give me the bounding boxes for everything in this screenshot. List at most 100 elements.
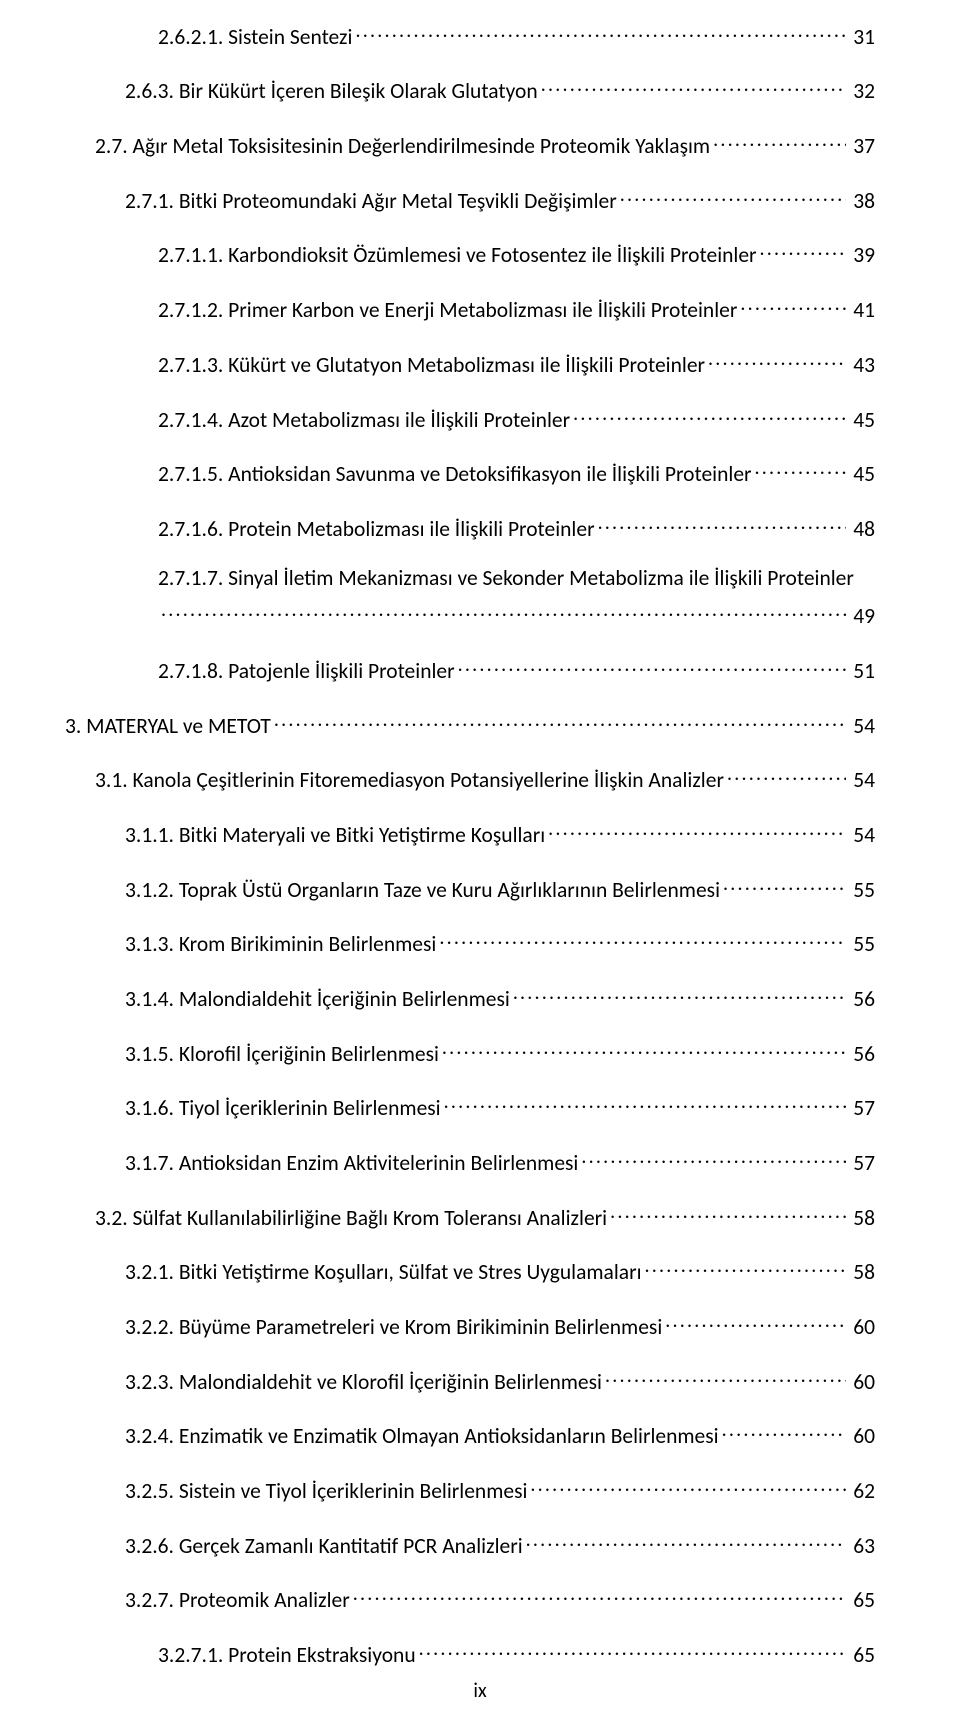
page-number-footer: ix — [0, 1679, 960, 1703]
toc-leader-dots — [610, 1199, 846, 1225]
toc-entry: 3.1.3. Krom Birikiminin Belirlenmesi55 — [65, 926, 875, 959]
toc-leader-dots — [530, 1472, 846, 1498]
toc-leader-dots — [419, 1636, 847, 1662]
toc-entry: 2.7. Ağır Metal Toksisitesinin Değerlend… — [65, 127, 875, 160]
toc-entry-page: 54 — [849, 767, 875, 794]
toc-entry: 3.1.7. Antioksidan Enzim Aktivitelerinin… — [65, 1144, 875, 1177]
toc-entry-page: 55 — [849, 931, 875, 958]
toc-leader-dots — [355, 18, 846, 44]
toc-entry-page: 63 — [849, 1533, 875, 1560]
toc-leader-dots — [274, 707, 846, 733]
toc-entry: 3. MATERYAL ve METOT 54 — [65, 707, 875, 740]
toc-leader-dots — [722, 1418, 847, 1444]
toc-leader-dots — [442, 1035, 846, 1061]
toc-entry: 2.7.1.3. Kükürt ve Glutatyon Metabolizma… — [65, 346, 875, 379]
toc-entry: 3.2.1. Bitki Yetiştirme Koşulları, Sülfa… — [65, 1254, 875, 1287]
toc-entry-text: 3.2.4. Enzimatik ve Enzimatik Olmayan An… — [125, 1423, 719, 1450]
toc-leader-dots — [581, 1144, 846, 1170]
toc-entry: 3.2.2. Büyüme Parametreleri ve Krom Biri… — [65, 1308, 875, 1341]
toc-entry-page: 39 — [849, 242, 875, 269]
toc-leader-dots — [548, 816, 846, 842]
toc-entry-page: 45 — [849, 461, 875, 488]
toc-entry-page: 65 — [849, 1587, 875, 1614]
toc-entry: 3.1.2. Toprak Üstü Organların Taze ve Ku… — [65, 871, 875, 904]
toc-entry-text: 2.6.2.1. Sistein Sentezi — [158, 24, 352, 51]
toc-entry-page: 57 — [849, 1150, 875, 1177]
toc-entry-page: 58 — [849, 1259, 875, 1286]
toc-entry-text: 3. MATERYAL ve METOT — [65, 713, 271, 740]
toc-entry: 3.2.7.1. Protein Ekstraksiyonu 65 — [65, 1636, 875, 1669]
toc-entry-text: 2.7.1.1. Karbondioksit Özümlemesi ve Fot… — [158, 242, 757, 269]
toc-entry-text: 2.6.3. Bir Kükürt İçeren Bileşik Olarak … — [125, 78, 538, 105]
toc-leader-dots — [605, 1363, 846, 1389]
toc-entry-page: 38 — [849, 188, 875, 215]
toc-entry-text: 2.7.1.4. Azot Metabolizması ile İlişkili… — [158, 407, 570, 434]
toc-leader-dots — [740, 291, 846, 317]
toc-leader-dots — [513, 980, 846, 1006]
toc-entry-page: 62 — [849, 1478, 875, 1505]
toc-entry-text: 3.2.5. Sistein ve Tiyol İçeriklerinin Be… — [125, 1478, 527, 1505]
toc-leader-dots — [760, 237, 847, 263]
toc-entry-text: 2.7. Ağır Metal Toksisitesinin Değerlend… — [95, 133, 710, 160]
toc-entry-page: 60 — [849, 1369, 875, 1396]
toc-entry-page: 56 — [849, 1041, 875, 1068]
toc-entry: 2.7.1.5. Antioksidan Savunma ve Detoksif… — [65, 455, 875, 488]
toc-entry-page: 51 — [849, 658, 875, 685]
toc-entry-text: 2.7.1.3. Kükürt ve Glutatyon Metabolizma… — [158, 352, 705, 379]
toc-leader-dots — [458, 652, 847, 678]
toc-entry: 2.7.1.1. Karbondioksit Özümlemesi ve Fot… — [65, 237, 875, 270]
toc-leader-dots — [620, 182, 846, 208]
toc-leader-dots — [444, 1090, 847, 1116]
toc-entry-text: 3.1.4. Malondialdehit İçeriğinin Belirle… — [125, 986, 510, 1013]
toc-entry-page: 65 — [849, 1642, 875, 1669]
toc-entry-text: 3.2. Sülfat Kullanılabilirliğine Bağlı K… — [95, 1205, 607, 1232]
toc-entry-text: 3.1.7. Antioksidan Enzim Aktivitelerinin… — [125, 1150, 578, 1177]
toc-leader-dots — [713, 127, 846, 153]
toc-entry: 2.7.1.6. Protein Metabolizması ile İlişk… — [65, 510, 875, 543]
toc-entry: 3.2.4. Enzimatik ve Enzimatik Olmayan An… — [65, 1418, 875, 1451]
toc-entry: 2.7.1. Bitki Proteomundaki Ağır Metal Te… — [65, 182, 875, 215]
toc-leader-dots — [665, 1308, 846, 1334]
toc-entry-text: 3.2.7.1. Protein Ekstraksiyonu — [158, 1642, 416, 1669]
toc-entry-text: 3.1.1. Bitki Materyali ve Bitki Yetiştir… — [125, 822, 545, 849]
document-page: 2.6.2.1. Sistein Sentezi 31 2.6.3. Bir Kük… — [0, 0, 960, 1731]
toc-entry: 3.2.3. Malondialdehit ve Klorofil İçeriğ… — [65, 1363, 875, 1396]
toc-entry: 2.7.1.4. Azot Metabolizması ile İlişkili… — [65, 401, 875, 434]
toc-entry-text: 2.7.1.7. Sinyal İletim Mekanizması ve Se… — [158, 565, 875, 592]
toc-leader-dots — [723, 871, 846, 897]
toc-entry: 2.6.3. Bir Kükürt İçeren Bileşik Olarak … — [65, 73, 875, 106]
toc-entry-text: 3.2.6. Gerçek Zamanlı Kantitatif PCR Ana… — [125, 1533, 523, 1560]
toc-entry-page: 31 — [849, 24, 875, 51]
toc-leader-dots — [541, 73, 847, 99]
toc-leader-dots — [755, 455, 847, 481]
toc-entry-text: 2.7.1.8. Patojenle İlişkili Proteinler — [158, 658, 455, 685]
toc-entry-text: 3.1. Kanola Çeşitlerinin Fitoremediasyon… — [95, 767, 724, 794]
toc-entry-text: 3.1.2. Toprak Üstü Organların Taze ve Ku… — [125, 877, 720, 904]
toc-entry: 3.1.4. Malondialdehit İçeriğinin Belirle… — [65, 980, 875, 1013]
toc-entry: 3.2.6. Gerçek Zamanlı Kantitatif PCR Ana… — [65, 1527, 875, 1560]
toc-entry-text: 2.7.1. Bitki Proteomundaki Ağır Metal Te… — [125, 188, 617, 215]
toc-leader-dots — [727, 762, 846, 788]
toc-entry: 2.7.1.7. Sinyal İletim Mekanizması ve Se… — [65, 565, 875, 631]
toc-leader-dots — [353, 1582, 847, 1608]
toc-entry: 3.2.5. Sistein ve Tiyol İçeriklerinin Be… — [65, 1472, 875, 1505]
toc-entry-page: 57 — [849, 1095, 875, 1122]
toc-entry-page: 41 — [849, 297, 875, 324]
toc-entry-text: 2.7.1.5. Antioksidan Savunma ve Detoksif… — [158, 461, 752, 488]
toc-entry: 3.2. Sülfat Kullanılabilirliğine Bağlı K… — [65, 1199, 875, 1232]
toc-leader-dots — [526, 1527, 847, 1553]
toc-leader-dots — [708, 346, 846, 372]
toc-entry-page: 32 — [849, 78, 875, 105]
toc-entry-page: 54 — [849, 822, 875, 849]
toc-entry: 2.7.1.8. Patojenle İlişkili Proteinler 51 — [65, 652, 875, 685]
toc-entry-page: 60 — [849, 1423, 875, 1450]
toc-entry-page: 43 — [849, 352, 875, 379]
toc-entry-page: 37 — [849, 133, 875, 160]
toc-entry-page: 49 — [849, 603, 875, 630]
toc-entry-text: 2.7.1.6. Protein Metabolizması ile İlişk… — [158, 516, 595, 543]
toc-entry-page: 45 — [849, 407, 875, 434]
toc-entry: 3.1.1. Bitki Materyali ve Bitki Yetiştir… — [65, 816, 875, 849]
toc-entry: 2.7.1.2. Primer Karbon ve Enerji Metabol… — [65, 291, 875, 324]
toc-entry-page: 48 — [849, 516, 875, 543]
toc-entry-page: 54 — [849, 713, 875, 740]
